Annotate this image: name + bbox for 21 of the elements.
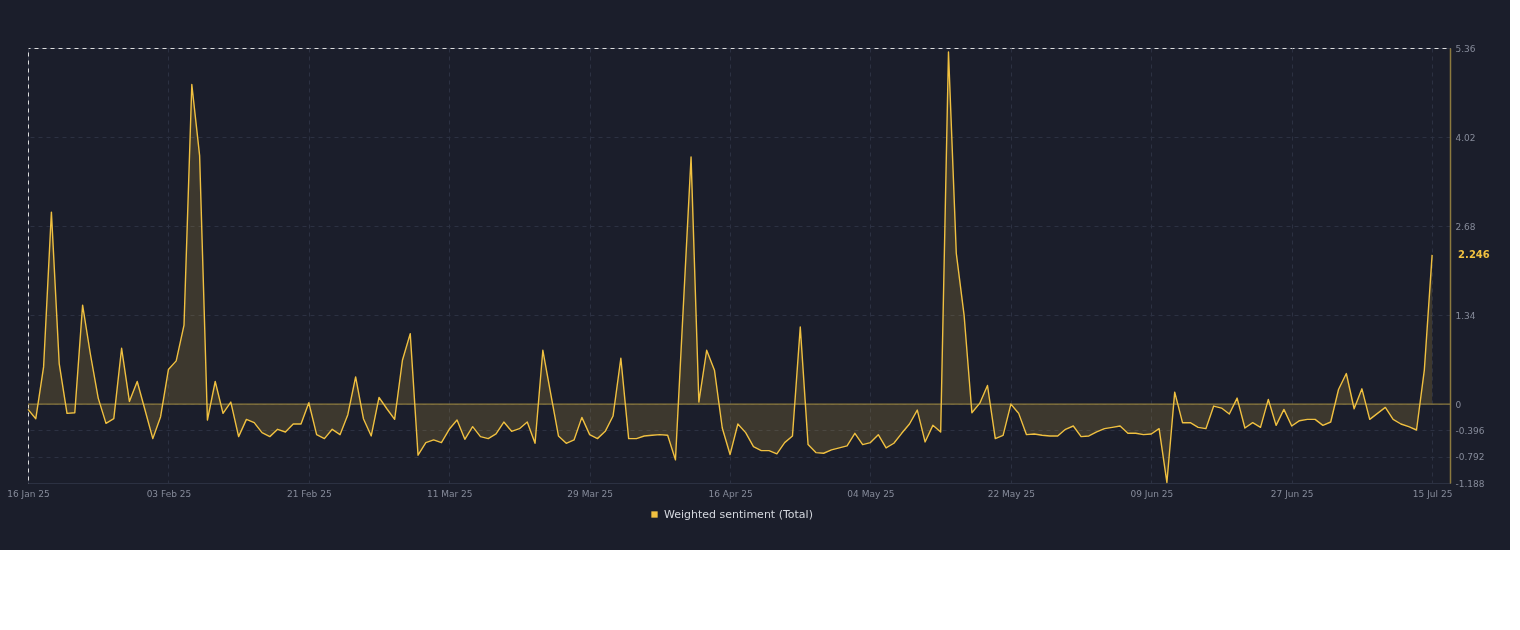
x-tick-label: 16 Jan 25 <box>7 488 50 499</box>
x-tick-label: 29 Mar 25 <box>567 488 613 499</box>
x-tick-label: 21 Feb 25 <box>287 488 332 499</box>
annotation: 2.246 <box>1458 248 1490 260</box>
x-tick-label: 27 Jun 25 <box>1270 488 1314 499</box>
y-tick-label: 1.34 <box>1455 310 1476 321</box>
y-tick-label: -0.396 <box>1455 425 1485 436</box>
y-tick-label: 2.68 <box>1455 221 1476 232</box>
y-tick-label: -0.792 <box>1455 452 1485 463</box>
y-tick-label: 5.36 <box>1455 43 1476 54</box>
y-tick-label: -1.188 <box>1455 478 1485 489</box>
y-tick-label: 0 <box>1455 399 1462 410</box>
x-tick-label: 11 Mar 25 <box>426 488 473 499</box>
x-tick-label: 15 Jul 25 <box>1412 488 1453 499</box>
x-tick-label: 09 Jun 25 <box>1130 488 1174 499</box>
x-tick-label: 16 Apr 25 <box>708 488 753 499</box>
y-tick-label: 4.02 <box>1455 132 1476 143</box>
x-tick-label: 22 May 25 <box>987 488 1035 499</box>
x-tick-label: 04 May 25 <box>847 488 895 499</box>
legend-label: Weighted sentiment (Total) <box>664 507 813 521</box>
x-tick-label: 03 Feb 25 <box>146 488 192 499</box>
